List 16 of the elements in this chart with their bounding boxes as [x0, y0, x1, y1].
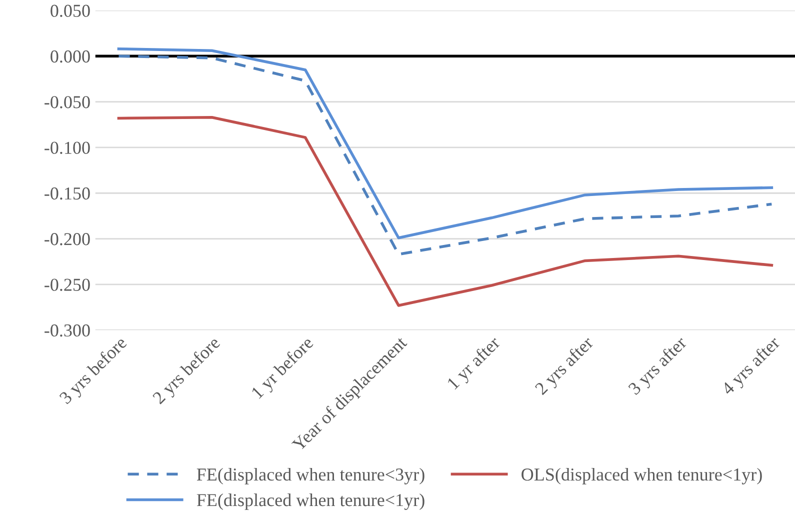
y-tick-label: -0.250: [44, 278, 90, 291]
line-series: [117, 116, 774, 307]
y-tick-label: -0.150: [44, 187, 90, 200]
y-tick-label: 0.000: [50, 50, 90, 63]
y-tick-label: -0.300: [44, 324, 90, 337]
y-tick-label: -0.100: [44, 142, 90, 154]
x-tick-label: 2 yrs after: [534, 335, 597, 398]
legend-label: FE(displaced when tenure<1yr): [196, 494, 424, 510]
legend-label: FE(displaced when tenure<3yr): [196, 468, 424, 484]
x-tick-label: 3 yrs after: [627, 335, 690, 398]
y-tick-label: 0.050: [50, 4, 90, 17]
x-tick-label: 1 yr after: [446, 335, 504, 392]
y-tick-label: -0.200: [44, 233, 90, 246]
y-tick-label: -0.050: [44, 96, 90, 108]
legend-label: OLS(displaced when tenure<1yr): [522, 468, 762, 484]
x-tick-label: 4 yrs after: [720, 335, 784, 398]
